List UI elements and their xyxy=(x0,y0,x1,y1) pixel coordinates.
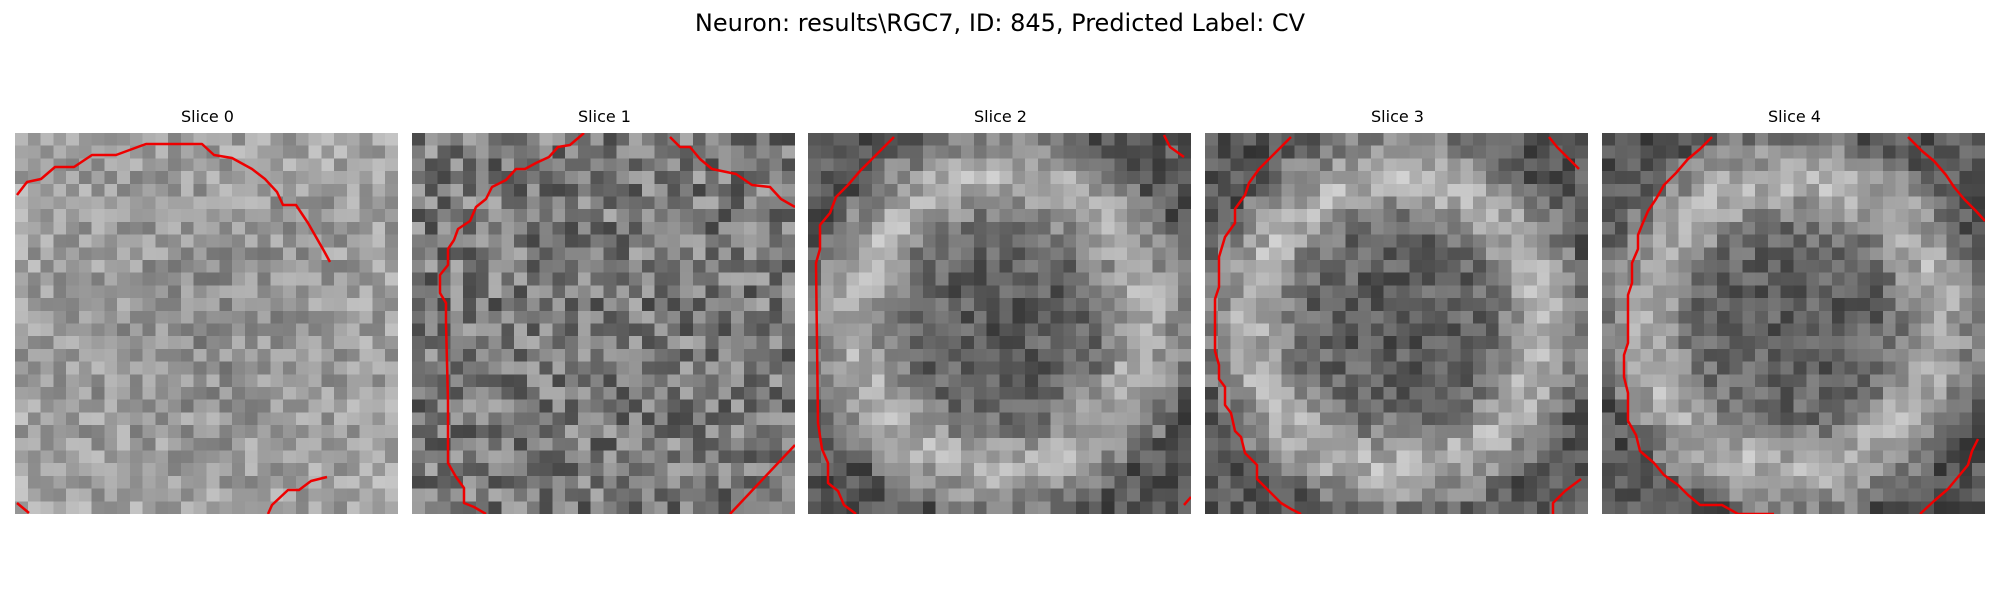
slice-title-2: Slice 2 xyxy=(974,107,1027,126)
slice-title-4: Slice 4 xyxy=(1768,107,1821,126)
slice-image-2 xyxy=(808,133,1191,514)
figure-title: Neuron: results\RGC7, ID: 845, Predicted… xyxy=(694,9,1306,37)
slice-image-0 xyxy=(15,133,398,514)
slice-title-0: Slice 0 xyxy=(181,107,234,126)
slice-panel-1: Slice 1 xyxy=(412,105,797,515)
contour-overlay-2 xyxy=(814,134,1191,514)
slice-image-1 xyxy=(412,133,795,514)
slice-panel-2: Slice 2 xyxy=(808,105,1193,515)
contour-overlay-4 xyxy=(1622,136,1985,514)
slice-panel-4: Slice 4 xyxy=(1602,105,1987,515)
contour-overlay-0 xyxy=(16,142,332,514)
contour-overlay-3 xyxy=(1213,136,1582,514)
slice-title-3: Slice 3 xyxy=(1371,107,1424,126)
slice-panel-3: Slice 3 xyxy=(1205,105,1590,515)
slice-image-3 xyxy=(1205,133,1588,514)
slice-title-1: Slice 1 xyxy=(578,107,631,126)
slice-panel-0: Slice 0 xyxy=(15,105,400,515)
slice-image-4 xyxy=(1602,133,1985,514)
contour-overlay-1 xyxy=(438,133,795,514)
